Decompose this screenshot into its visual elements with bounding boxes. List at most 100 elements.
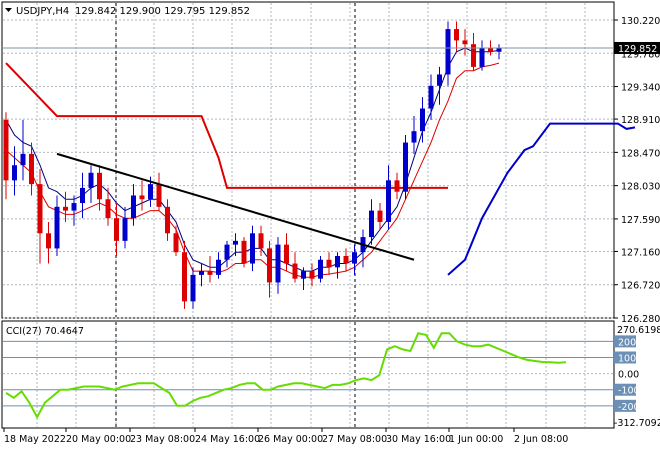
- price-tick-label: 126.720: [621, 281, 660, 292]
- dropdown-triangle-icon[interactable]: [5, 8, 12, 12]
- candle-body: [488, 47, 493, 52]
- candle-body: [377, 210, 383, 222]
- candle-body: [105, 199, 111, 219]
- candle-body: [301, 271, 306, 279]
- candle-body: [420, 108, 425, 132]
- candle-body: [216, 259, 221, 275]
- candle-body: [139, 195, 145, 200]
- current-price-tag-text: 129.852: [618, 44, 657, 55]
- candle-body: [437, 74, 442, 86]
- candle-body: [12, 165, 17, 181]
- cci-level-label: 100: [618, 353, 636, 364]
- candle-body: [122, 218, 128, 241]
- candle-body: [471, 44, 476, 67]
- time-tick-label: 23 May 08:00: [130, 434, 195, 445]
- current-price-tag: [614, 41, 660, 54]
- candle-body: [114, 218, 119, 241]
- price-tick-label: 129.340: [621, 83, 660, 94]
- candle-body: [343, 255, 349, 264]
- candle-body: [250, 233, 255, 264]
- candle-body: [284, 244, 289, 264]
- candle-body: [369, 210, 374, 238]
- cci-label: CCI(27) 70.4647: [6, 326, 84, 337]
- cci-panel-frame: [1, 320, 615, 429]
- time-tick-label: 24 May 16:00: [195, 434, 260, 445]
- time-tick-label: 2 Jun 08:00: [514, 434, 568, 445]
- candle-body: [224, 244, 230, 260]
- candle-body: [88, 172, 94, 188]
- candle-body: [233, 240, 238, 245]
- candle-body: [462, 40, 468, 45]
- cci-level-tag: [614, 335, 636, 348]
- price-tick-label: 130.220: [621, 16, 660, 27]
- candle-body: [37, 184, 43, 234]
- time-tick-label: 20 May 00:00: [66, 434, 131, 445]
- time-tick-label: 30 May 16:00: [386, 434, 451, 445]
- candle-body: [207, 271, 213, 275]
- price-tick-label: 127.160: [621, 247, 660, 258]
- channel-bands: [5, 62, 636, 276]
- candle-body: [131, 195, 136, 219]
- candle-body: [63, 206, 68, 211]
- candle-body: [326, 259, 332, 268]
- lower-band-line: [447, 122, 636, 276]
- price-tick-label: 128.470: [621, 148, 660, 159]
- trendline[interactable]: [56, 152, 415, 261]
- candle-body: [20, 153, 26, 166]
- candle-body: [258, 233, 264, 249]
- cci-level-label: 0.00: [618, 370, 639, 381]
- price-tick-label: 129.780: [621, 49, 660, 60]
- cci-level-label: 200: [618, 337, 636, 348]
- cci-level-tag: [614, 351, 636, 364]
- candle-body: [29, 153, 34, 185]
- candle-body: [411, 131, 417, 143]
- candle-body: [309, 271, 315, 279]
- cci-level-tag: [614, 383, 636, 396]
- cci-max-label: 270.6198: [617, 325, 660, 336]
- price-tick-label: 128.030: [621, 182, 660, 193]
- candle-body: [165, 206, 170, 234]
- candle-body: [394, 180, 400, 192]
- candle-body: [199, 271, 204, 275]
- candle-body: [454, 29, 459, 41]
- candle-body: [71, 203, 77, 211]
- candle-body: [318, 259, 323, 279]
- candle-body: [173, 233, 179, 253]
- cci-level-tag: [614, 399, 636, 412]
- cci-level-label: -200: [618, 402, 640, 413]
- candle-body: [403, 142, 408, 192]
- session-separators: [115, 3, 356, 427]
- main-panel-frame: [1, 1, 615, 319]
- candle-body: [335, 255, 340, 268]
- cci-line: [5, 332, 567, 420]
- candle-body: [386, 180, 391, 222]
- candle-body: [267, 248, 272, 283]
- grid-lines: [3, 3, 613, 427]
- time-tick-label: 27 May 08:00: [322, 434, 387, 445]
- candle-body: [46, 233, 51, 249]
- cci-min-label: -312.7092: [614, 418, 660, 429]
- upper-band-line: [5, 62, 448, 189]
- candle-body: [3, 119, 9, 181]
- time-tick-label: 26 May 00:00: [258, 434, 323, 445]
- candle-body: [156, 184, 162, 207]
- price-axis[interactable]: 130.220 129.780 129.340 128.910 128.470 128.0…: [614, 16, 660, 325]
- price-tick-label: 126.280: [621, 314, 660, 325]
- time-tick-label: 1 Jun 00:00: [449, 434, 503, 445]
- candle-body: [148, 184, 153, 200]
- trendline-segment[interactable]: [56, 152, 415, 261]
- candle-body: [241, 240, 247, 264]
- candle-body: [54, 206, 60, 249]
- candle-body: [182, 252, 187, 302]
- candle-body: [479, 47, 485, 67]
- candle-body: [275, 244, 281, 283]
- cci-level-lines: [3, 340, 613, 407]
- candle-body: [80, 187, 85, 204]
- price-tick-label: 127.590: [621, 215, 660, 226]
- cci-series: [5, 332, 567, 420]
- price-tick-label: 128.910: [621, 115, 660, 126]
